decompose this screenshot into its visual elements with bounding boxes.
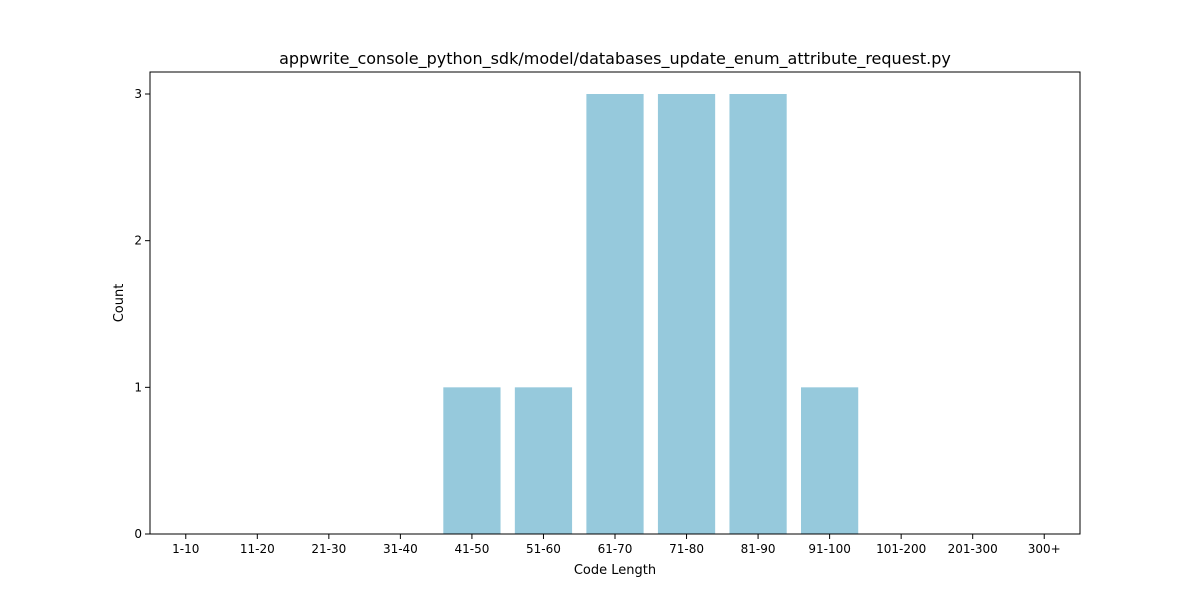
x-tick-label: 41-50 bbox=[454, 542, 489, 556]
x-tick-label: 71-80 bbox=[669, 542, 704, 556]
bar-61-70 bbox=[586, 94, 644, 534]
bar-51-60 bbox=[514, 387, 573, 534]
chart-title: appwrite_console_python_sdk/model/databa… bbox=[279, 49, 951, 69]
x-axis-label: Code Length bbox=[574, 563, 656, 578]
x-tick-label: 81-90 bbox=[741, 542, 776, 556]
y-axis-ticks: 0 1 2 3 bbox=[134, 87, 150, 541]
x-tick-label: 201-300 bbox=[948, 542, 998, 556]
y-axis-label: Count bbox=[112, 284, 127, 323]
bar-91-100 bbox=[801, 387, 859, 534]
x-tick-label: 101-200 bbox=[876, 542, 926, 556]
x-tick-label: 51-60 bbox=[526, 542, 561, 556]
x-tick-label: 300+ bbox=[1028, 542, 1061, 556]
x-axis-ticks: 1-10 11-20 21-30 31-40 41-50 51-60 61-70 71-80 8… bbox=[172, 534, 1061, 556]
bar-41-50 bbox=[443, 387, 501, 534]
x-tick-label: 61-70 bbox=[598, 542, 633, 556]
x-tick-label: 21-30 bbox=[311, 542, 346, 556]
x-tick-label: 91-100 bbox=[808, 542, 851, 556]
y-tick-label: 3 bbox=[134, 87, 142, 101]
x-tick-label: 31-40 bbox=[383, 542, 418, 556]
x-tick-label: 11-20 bbox=[240, 542, 275, 556]
bars-group bbox=[443, 94, 859, 534]
y-tick-label: 0 bbox=[134, 527, 142, 541]
bar-81-90 bbox=[729, 94, 787, 534]
bar-71-80 bbox=[657, 94, 716, 534]
x-tick-label: 1-10 bbox=[172, 542, 199, 556]
y-tick-label: 2 bbox=[134, 234, 142, 248]
y-tick-label: 1 bbox=[134, 380, 142, 394]
